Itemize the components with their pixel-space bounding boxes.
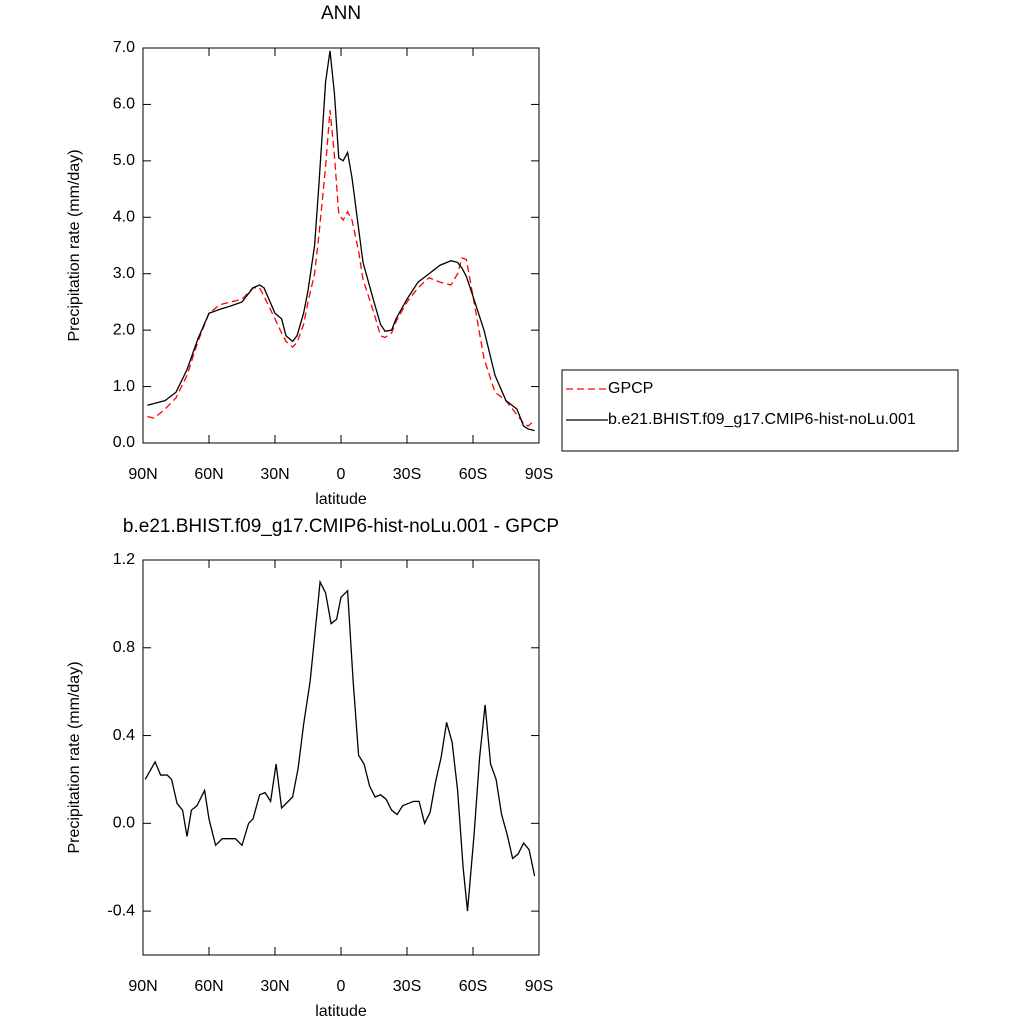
x-tick-label: 30S — [393, 466, 421, 483]
y-tick-label: 7.0 — [113, 39, 135, 56]
data-line — [144, 579, 536, 912]
x-tick-label: 30S — [393, 978, 421, 995]
x-tick-label: 30N — [260, 466, 289, 483]
legend-label: b.e21.BHIST.f09_g17.CMIP6-hist-noLu.001 — [608, 411, 916, 428]
y-tick-label: 1.2 — [113, 551, 135, 568]
x-tick-label: 0 — [337, 978, 346, 995]
data-line — [147, 110, 536, 427]
chart-title: b.e21.BHIST.f09_g17.CMIP6-hist-noLu.001 … — [123, 516, 559, 537]
x-tick-label: 60S — [459, 978, 487, 995]
y-tick-label: 1.0 — [113, 378, 135, 395]
y-tick-label: 6.0 — [113, 96, 135, 113]
x-axis-label: latitude — [315, 1003, 367, 1020]
x-tick-label: 90N — [128, 978, 157, 995]
x-axis-label: latitude — [315, 491, 367, 508]
legend-box — [561, 369, 959, 452]
x-tick-label: 90S — [525, 466, 553, 483]
legend-label: GPCP — [608, 380, 653, 397]
chart-title: ANN — [321, 3, 361, 24]
y-axis-label: Precipitation rate (mm/day) — [66, 661, 83, 853]
x-tick-label: 90N — [128, 466, 157, 483]
y-tick-label: 0.4 — [113, 727, 135, 744]
x-tick-label: 60N — [194, 978, 223, 995]
y-tick-label: 5.0 — [113, 152, 135, 169]
plot-frame — [142, 47, 540, 444]
y-tick-label: -0.4 — [107, 902, 135, 919]
y-tick-label: 0.0 — [113, 815, 135, 832]
y-tick-label: 4.0 — [113, 209, 135, 226]
y-tick-label: 0.0 — [113, 434, 135, 451]
x-tick-label: 90S — [525, 978, 553, 995]
x-tick-label: 30N — [260, 978, 289, 995]
data-line — [147, 50, 535, 432]
y-axis-label: Precipitation rate (mm/day) — [66, 149, 83, 341]
x-tick-label: 0 — [337, 466, 346, 483]
x-tick-label: 60S — [459, 466, 487, 483]
y-tick-label: 0.8 — [113, 639, 135, 656]
y-tick-label: 2.0 — [113, 321, 135, 338]
x-tick-label: 60N — [194, 466, 223, 483]
y-tick-label: 3.0 — [113, 265, 135, 282]
